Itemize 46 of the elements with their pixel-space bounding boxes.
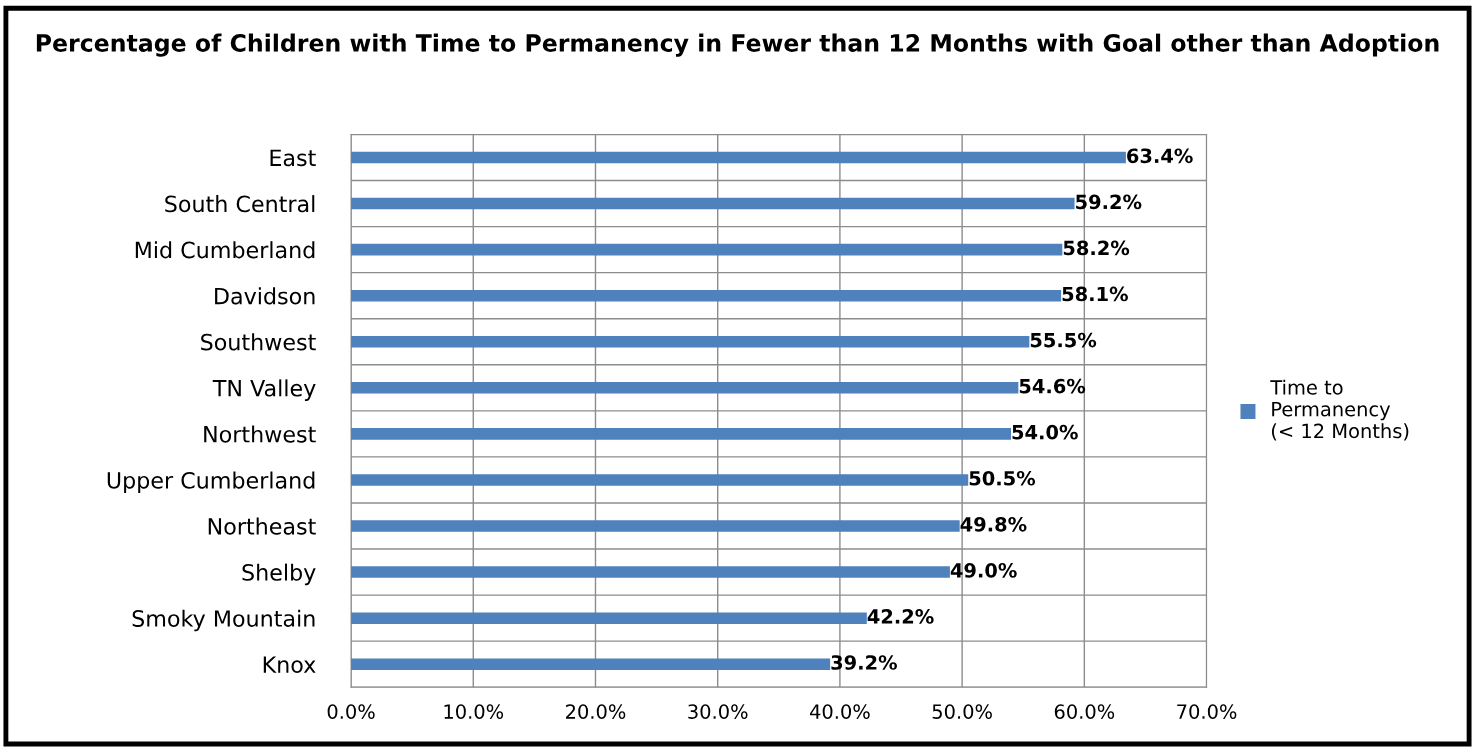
data-label: 49.8% (960, 516, 1027, 532)
data-label: 42.2% (867, 609, 934, 624)
y-tick-label: Knox (263, 656, 316, 673)
bar (351, 289, 1062, 302)
bar (351, 428, 1012, 440)
y-tick-label: Southwest (201, 333, 316, 351)
x-tick-label: 70.0% (1177, 704, 1237, 719)
bar (351, 197, 1075, 210)
x-tick-label: 0.0% (327, 704, 375, 719)
chart-title: Percentage of Children with Time to Permanency in Fewer than 12 Months with Goal other than Adoption (36, 33, 1439, 57)
bar (351, 612, 867, 624)
bar (351, 382, 1019, 394)
bar (351, 335, 1030, 348)
data-label: 63.4% (1127, 148, 1193, 164)
data-label: 58.2% (1063, 240, 1130, 256)
y-tick-label: Mid Cumberland (135, 241, 315, 259)
y-tick-label: South Central (165, 195, 315, 213)
bar (351, 474, 969, 486)
data-label: 55.5% (1030, 332, 1097, 348)
y-tick-label: Northwest (204, 425, 316, 443)
bar (351, 566, 950, 578)
y-tick-label: Northeast (208, 517, 316, 535)
y-tick-label: East (270, 149, 316, 167)
y-tick-label: Davidson (215, 287, 315, 305)
data-label: 58.1% (1062, 286, 1128, 302)
y-tick-label: TN Valley (212, 379, 316, 401)
x-tick-label: 10.0% (444, 704, 504, 719)
bar (351, 520, 960, 532)
x-tick-label: 60.0% (1054, 704, 1115, 719)
data-label: 54.6% (1019, 378, 1086, 394)
y-tick-label: Upper Cumberland (107, 471, 315, 494)
x-tick-label: 30.0% (688, 704, 748, 719)
bar (351, 658, 831, 670)
data-label: 39.2% (831, 655, 897, 670)
y-tick-label: Shelby (242, 563, 316, 586)
data-label: 49.0% (950, 563, 1017, 578)
legend-label: Time to Permanency (< 12 Months) (1270, 379, 1409, 441)
x-tick-label: 20.0% (566, 704, 626, 719)
data-label: 59.2% (1076, 194, 1142, 210)
bar (351, 151, 1126, 164)
x-tick-label: 40.0% (809, 704, 870, 719)
data-label: 50.5% (969, 470, 1036, 486)
bar (351, 243, 1063, 256)
y-tick-label: Smoky Mountain (132, 609, 315, 632)
data-label: 54.0% (1012, 424, 1078, 440)
x-tick-label: 50.0% (932, 704, 992, 719)
